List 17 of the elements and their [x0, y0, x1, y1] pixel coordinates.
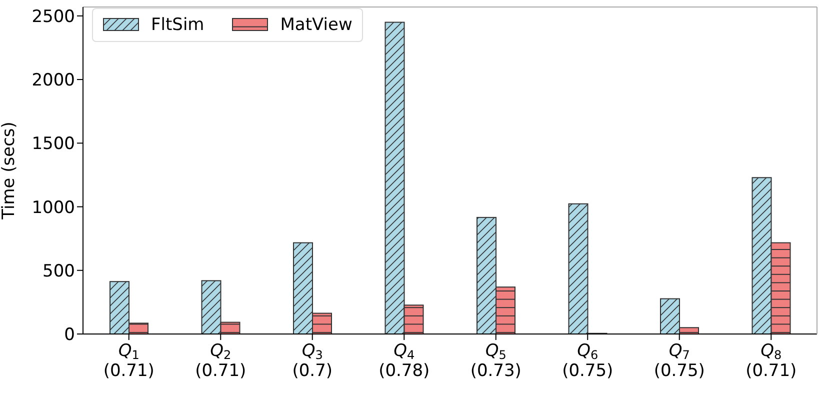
x-tick-label: Q$_{8}$ (0.71) — [746, 341, 797, 381]
y-axis-title: Time (secs) — [0, 122, 20, 220]
x-tick-label: Q$_{6}$ (0.75) — [562, 341, 614, 381]
legend-label: FltSim — [151, 15, 204, 35]
x-tick-label: Q$_{2}$ (0.71) — [195, 341, 246, 381]
y-tick-label: 2000 — [32, 70, 75, 91]
x-tick-label: Q$_{7}$ (0.75) — [654, 341, 705, 381]
y-tick-label: 1000 — [32, 198, 75, 218]
y-tick-label: 1500 — [32, 134, 75, 154]
x-tick-label: Q$_{5}$ (0.73) — [470, 341, 522, 381]
x-tick-label: Q$_{4}$ (0.78) — [378, 341, 430, 381]
y-tick-label: 500 — [42, 261, 75, 282]
legend-label: MatView — [280, 15, 352, 35]
y-tick-label: 2500 — [32, 6, 75, 27]
x-tick-label: Q$_{3}$ (0.7) — [292, 341, 333, 381]
x-tick-label: Q$_{1}$ (0.71) — [103, 341, 154, 381]
y-tick-label: 0 — [64, 325, 75, 346]
